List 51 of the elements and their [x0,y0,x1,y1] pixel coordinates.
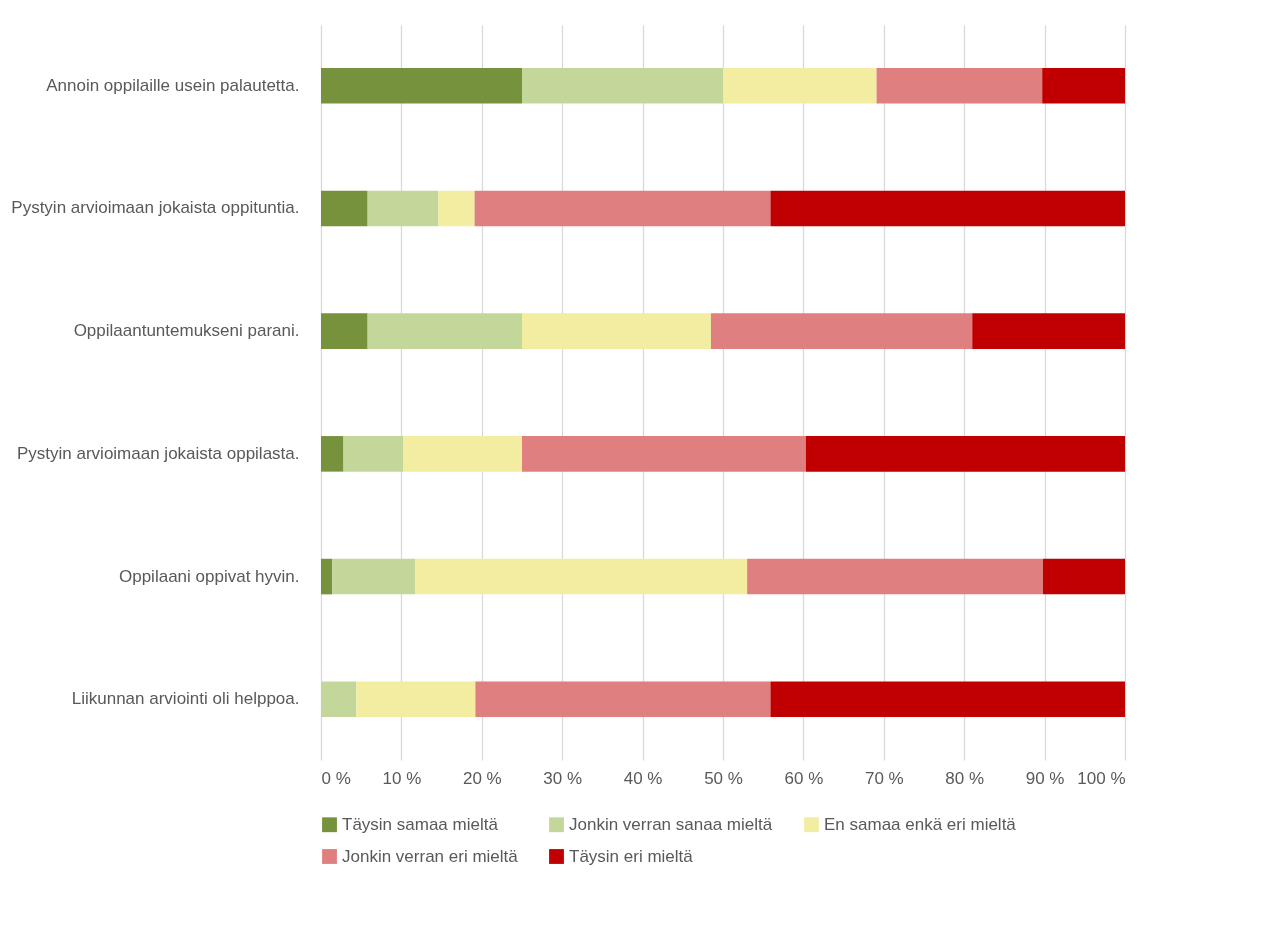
bar [367,190,439,227]
bar [876,67,1043,104]
x-tick-label: 60 % [784,768,824,788]
y-tick-label: Oppilaantuntemukseni parani. [73,321,300,341]
bar [367,313,522,349]
x-tick-label: 50 % [704,768,743,788]
x-tick-label: 100 % [1077,768,1126,788]
x-tick-label: 40 % [623,768,663,788]
bar [723,67,877,104]
legend-label: Täysin samaa mieltä [342,814,499,834]
bar [522,67,723,104]
bar [710,313,973,349]
bar [474,190,771,227]
bar [321,436,344,472]
bar [475,681,771,718]
x-tick-label: 0 % [321,768,351,788]
y-tick-label: Pystyin arvioimaan jokaista oppituntia. [11,198,300,218]
bar [321,190,368,227]
bar [522,313,711,349]
legend-label: En samaa enkä eri mieltä [824,814,1017,834]
bar [1042,558,1125,595]
x-tick-label: 30 % [543,768,583,788]
bar [321,681,357,718]
y-tick-label: Annoin oppilaille usein palautetta. [46,75,300,95]
y-tick-label: Liikunnan arviointi oli helppoa. [71,689,300,709]
bar [356,681,476,718]
bar [332,558,416,595]
bar [343,436,404,472]
legend-label: Jonkin verran sanaa mieltä [569,814,773,834]
bar [415,558,748,595]
bar [321,67,522,104]
x-tick-label: 10 % [382,768,422,788]
x-tick-label: 90 % [1025,768,1065,788]
bar [403,436,522,472]
bar [1042,67,1125,104]
bar [770,681,1125,718]
legend-label: Täysin eri mieltä [569,846,694,866]
bar [805,436,1125,472]
bar [770,190,1125,227]
legend-label: Jonkin verran eri mieltä [342,846,519,866]
y-tick-label: Oppilaani oppivat hyvin. [118,566,300,586]
y-tick-label: Pystyin arvioimaan jokaista oppilasta. [16,443,300,463]
bar [522,436,806,472]
x-tick-label: 20 % [462,768,502,788]
bar [321,313,368,349]
bar [321,558,333,595]
x-tick-label: 80 % [945,768,985,788]
bar [438,190,475,227]
x-tick-label: 70 % [864,768,904,788]
bar [972,313,1125,349]
bar [747,558,1043,595]
